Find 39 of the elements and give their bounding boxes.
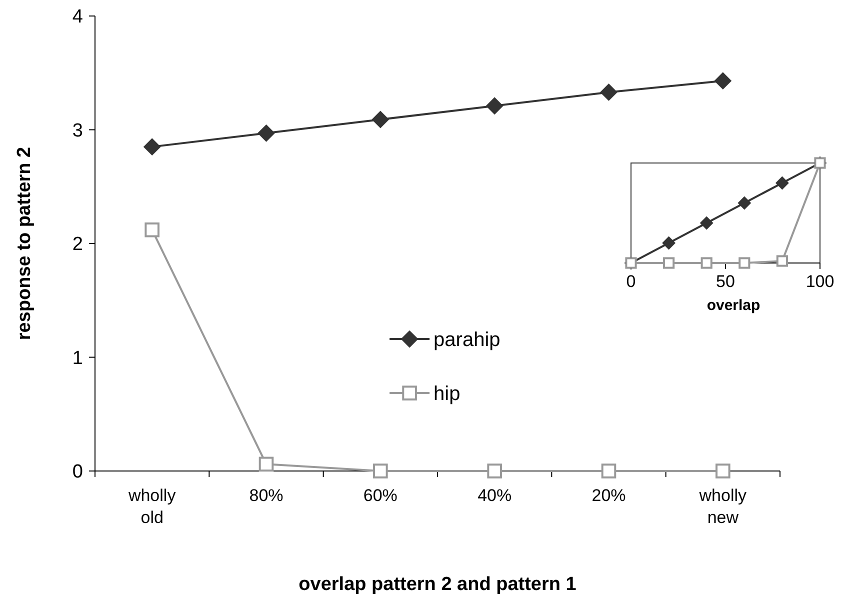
point: [600, 84, 618, 101]
point: [663, 257, 675, 269]
point: [372, 111, 389, 128]
y-tick-label: 0: [72, 462, 83, 483]
point: [700, 216, 714, 230]
x-axis-title: overlap: [706, 297, 760, 314]
x-axis-title: overlap pattern 2 and pattern 1: [298, 574, 577, 595]
x-tick-label: 60%: [363, 486, 398, 505]
point: [258, 124, 275, 142]
point: [144, 138, 161, 156]
legend-label: hip: [434, 383, 460, 406]
y-tick-label: 1: [72, 348, 83, 369]
point: [716, 464, 730, 478]
point: [144, 222, 160, 238]
x-tick-label: 40%: [478, 486, 512, 505]
point: [258, 456, 274, 472]
point: [738, 196, 751, 210]
point: [601, 464, 616, 478]
x-tick-label: 20%: [592, 486, 626, 505]
x-tick-label: 50: [716, 272, 735, 291]
point: [700, 257, 712, 269]
point: [373, 464, 388, 478]
x-tick-label: wholly old: [127, 486, 176, 527]
point: [662, 236, 676, 250]
y-tick-label: 2: [72, 234, 83, 256]
x-tick-label: 0: [626, 272, 636, 291]
x-tick-label: wholly new: [698, 486, 748, 527]
point: [486, 97, 504, 114]
point: [776, 255, 788, 267]
y-tick-label: 3: [72, 120, 83, 142]
point: [776, 176, 789, 190]
point: [714, 72, 732, 90]
x-tick-label: 80%: [249, 486, 284, 505]
point: [738, 257, 750, 269]
legend-label: parahip: [434, 329, 500, 352]
y-axis-title: response to pattern 2: [14, 146, 35, 340]
point: [487, 464, 502, 478]
x-tick-label: 100: [806, 272, 834, 291]
y-tick-label: 4: [72, 6, 84, 28]
